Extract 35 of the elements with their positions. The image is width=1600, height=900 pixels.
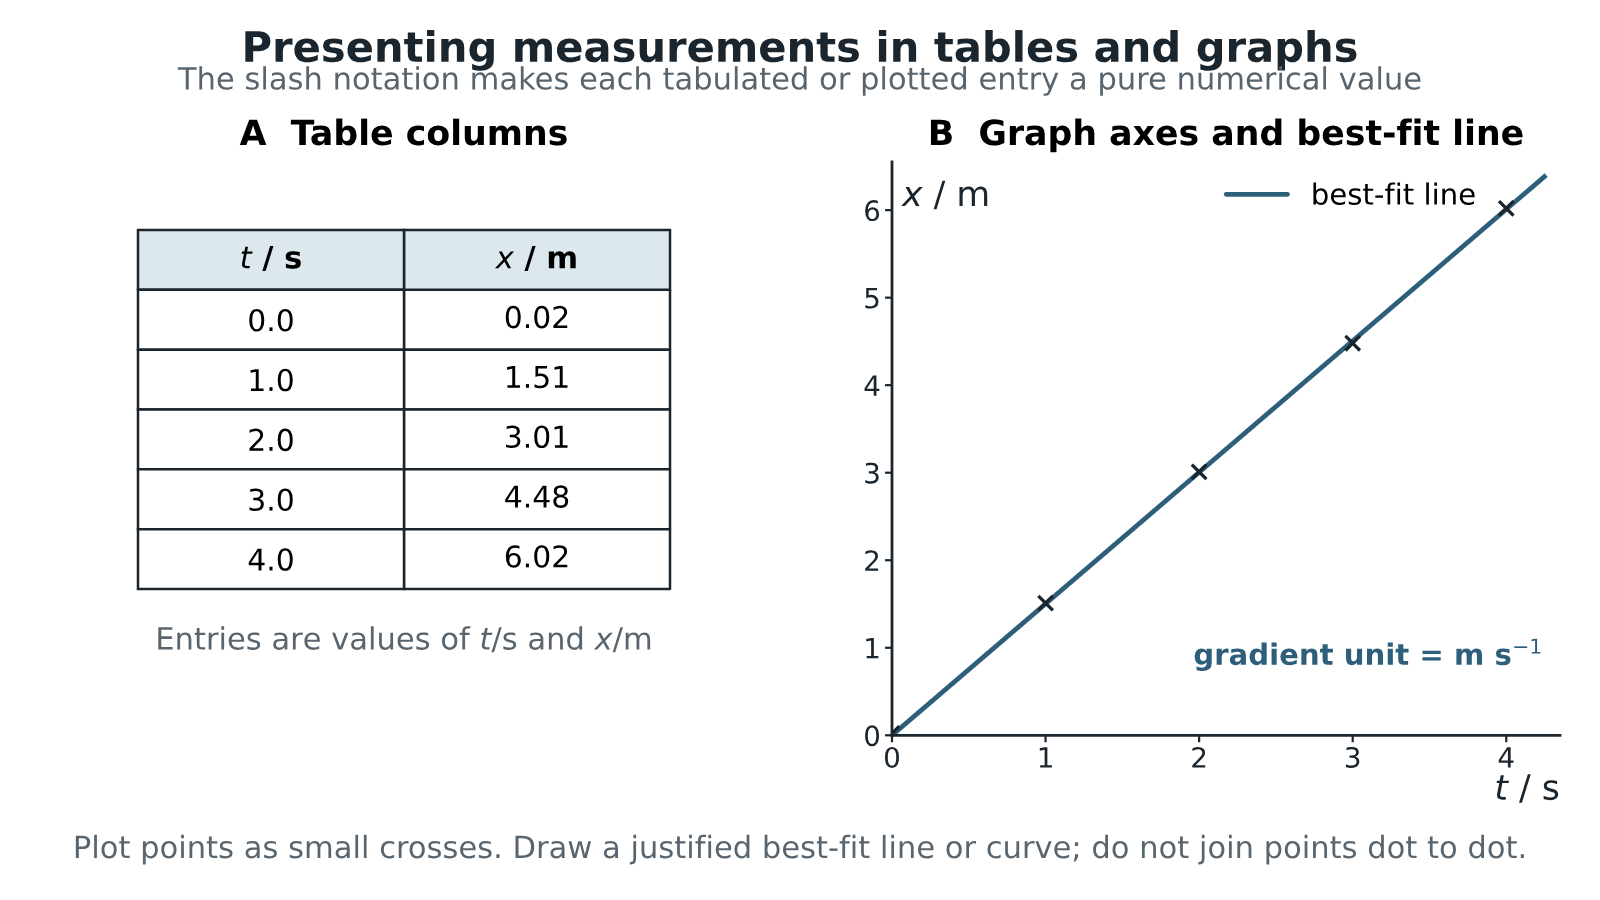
y-tick-label: 1.0	[250, 368, 293, 392]
y-tick-label: 6	[865, 200, 880, 222]
y-tick-label: 0	[865, 725, 880, 747]
y-tick-label: 1	[866, 638, 879, 659]
y-tick-label: 5	[865, 287, 879, 309]
y-axis-title: t / s	[241, 246, 301, 272]
text: Entries are values of t/s and x/m	[158, 626, 651, 653]
x-tick-label: 3	[1345, 746, 1360, 768]
point	[1190, 462, 1209, 481]
point	[1497, 199, 1516, 218]
data-label: 6.02	[505, 545, 568, 568]
text: Plot points as small crosses. Draw a justified best-fit line or curve; do not join points dot to dot.	[75, 834, 1524, 865]
x-tick-label: 0	[884, 746, 899, 768]
y-tick-label: 4.0	[248, 548, 293, 571]
y-tick-label: 3.0	[249, 488, 293, 512]
point	[1343, 334, 1362, 353]
data-label: 1.51	[507, 366, 568, 389]
y-axis-title: x / m	[901, 180, 988, 210]
x-axis-title: t / s	[1496, 774, 1559, 803]
data-label: 0.02	[505, 305, 568, 329]
data-label: 4.48	[505, 485, 569, 508]
point	[1036, 594, 1055, 613]
x-tick-label: 4	[1498, 747, 1514, 768]
chart-title: A Table columns	[239, 118, 567, 146]
data-label: 3.01	[506, 425, 568, 449]
y-tick-label: 2	[865, 550, 879, 571]
legend-label: best-fit line	[1313, 182, 1475, 205]
y-tick-label: 4	[864, 375, 880, 396]
chart-title: B Graph axes and best-fit line	[930, 118, 1523, 153]
annotation: gradient unit = m s$^{−1}$	[1194, 638, 1541, 672]
y-tick-label: 0.0	[249, 308, 293, 332]
y-tick-label: 3	[865, 462, 879, 484]
x-tick-label: 1	[1039, 747, 1052, 768]
y-tick-label: 2.0	[249, 428, 293, 452]
x-tick-label: 2	[1192, 746, 1206, 768]
